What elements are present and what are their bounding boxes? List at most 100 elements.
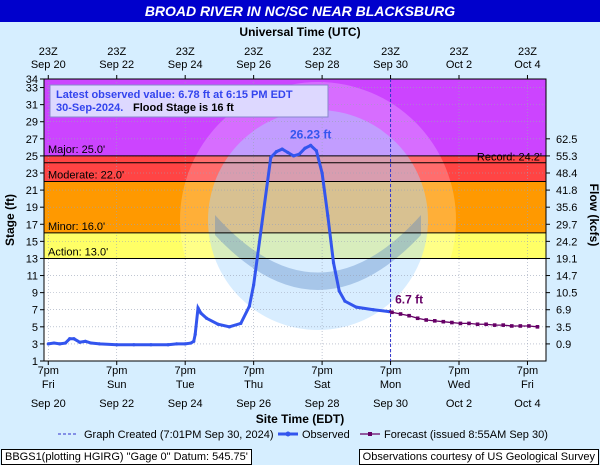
y-tick-label-right: 55.3 bbox=[556, 151, 577, 163]
observed-point bbox=[204, 316, 209, 320]
observed-point bbox=[247, 304, 251, 308]
y-tick-label-left: 5 bbox=[32, 322, 38, 334]
footer-credit: Observations courtesy of US Geological S… bbox=[358, 449, 599, 465]
x-tick-top-date: Sep 24 bbox=[168, 59, 203, 71]
x-tick-top-time: 23Z bbox=[39, 46, 58, 58]
observed-point bbox=[343, 299, 347, 303]
x-tick-top-time: 23Z bbox=[176, 46, 195, 58]
x-tick-time: 7pm bbox=[448, 365, 469, 377]
flood-label-major: Major: 25.0' bbox=[48, 144, 105, 156]
y-tick-label-left: 7 bbox=[32, 305, 38, 317]
forecast-point bbox=[458, 321, 463, 326]
x-tick-top-date: Sep 22 bbox=[99, 59, 134, 71]
observed-point bbox=[199, 311, 203, 315]
observed-point bbox=[175, 342, 179, 346]
x-tick-time: 7pm bbox=[243, 365, 264, 377]
x-tick-top-date: Sep 28 bbox=[305, 59, 340, 71]
x-tick-day: Fri bbox=[521, 379, 534, 391]
flood-label-moderate: Moderate: 22.0' bbox=[48, 170, 124, 182]
observed-point bbox=[291, 154, 296, 158]
observed-point bbox=[46, 342, 50, 346]
x-tick-top-time: 23Z bbox=[244, 46, 263, 58]
y-tick-label-right: 35.6 bbox=[556, 202, 577, 214]
x-tick-day: Mon bbox=[380, 379, 401, 391]
y-tick-label-left: 31 bbox=[26, 100, 38, 112]
y-tick-label-right: 62.5 bbox=[556, 134, 577, 146]
y-tick-label-right: 0.9 bbox=[556, 339, 571, 351]
observed-point bbox=[83, 339, 87, 343]
legend-graph-created: Graph Created (7:01PM Sep 30, 2024) bbox=[84, 429, 274, 441]
observed-point bbox=[227, 325, 231, 329]
info-flood-stage: Flood Stage is 16 ft bbox=[133, 102, 234, 114]
forecast-point bbox=[501, 323, 506, 327]
observed-point bbox=[337, 289, 341, 293]
site-axis-title: Site Time (EDT) bbox=[256, 412, 344, 426]
x-tick-time: 7pm bbox=[106, 365, 127, 377]
observed-point bbox=[183, 342, 187, 346]
forecast-point bbox=[492, 323, 497, 327]
minor-band bbox=[44, 181, 546, 233]
y-tick-label-right: 24.2 bbox=[556, 236, 577, 248]
legend-observed-marker bbox=[285, 431, 291, 437]
observed-point bbox=[132, 343, 136, 347]
title-bar bbox=[0, 0, 600, 22]
x-tick-date: Sep 24 bbox=[168, 398, 203, 410]
noaa-emblem-gull bbox=[215, 215, 421, 290]
y-tick-label-right: 48.4 bbox=[556, 168, 577, 180]
forecast-point bbox=[467, 321, 471, 326]
y-tick-label-left: 13 bbox=[26, 253, 38, 265]
forecast-point bbox=[398, 312, 403, 316]
x-tick-top-date: Oct 2 bbox=[446, 59, 472, 71]
y-tick-label-right: 41.8 bbox=[556, 185, 577, 197]
x-tick-date: Sep 28 bbox=[305, 398, 340, 410]
y-tick-label-right: 14.7 bbox=[556, 271, 577, 283]
y-tick-label-left: 25 bbox=[26, 151, 38, 163]
y-tick-label-left: 34 bbox=[26, 74, 38, 86]
y-tick-label-left: 3 bbox=[32, 339, 38, 351]
flood-label-minor: Minor: 16.0' bbox=[48, 221, 105, 233]
legend-forecast-marker bbox=[368, 432, 372, 436]
x-tick-time: 7pm bbox=[174, 365, 195, 377]
x-tick-time: 7pm bbox=[38, 365, 59, 377]
y-tick-label-right: 6.9 bbox=[556, 305, 571, 317]
observed-point bbox=[371, 308, 376, 312]
observed-point bbox=[115, 343, 119, 347]
observed-point bbox=[78, 340, 82, 344]
noaa-emblem-outer bbox=[180, 82, 456, 358]
y-tick-label-left: 23 bbox=[26, 168, 38, 180]
forecast-point bbox=[450, 320, 454, 325]
latest-label: 6.7 ft bbox=[395, 293, 423, 307]
forecast-point bbox=[441, 319, 446, 324]
x-tick-time: 7pm bbox=[517, 365, 538, 377]
chart-title: BROAD RIVER IN NC/SC NEAR BLACKSBURG bbox=[144, 3, 456, 19]
observed-point bbox=[63, 341, 67, 345]
observed-point bbox=[331, 261, 336, 265]
y-tick-label-right: 29.7 bbox=[556, 219, 577, 231]
y-tick-label-left: 15 bbox=[26, 236, 38, 248]
observed-point bbox=[58, 342, 62, 346]
observed-point bbox=[52, 341, 56, 345]
legend-observed: Observed bbox=[302, 429, 350, 441]
observed-point bbox=[252, 283, 256, 287]
moderate-band bbox=[44, 155, 546, 182]
y-tick-label-left: 19 bbox=[26, 202, 38, 214]
legend-forecast: Forecast (issued 8:55AM Sep 30) bbox=[384, 429, 548, 441]
x-tick-day: Sun bbox=[107, 379, 127, 391]
y-axis-title-right: Flow (kcfs) bbox=[587, 184, 600, 247]
x-tick-date: Sep 30 bbox=[373, 398, 408, 410]
forecast-point bbox=[475, 322, 480, 327]
forecast-point bbox=[432, 319, 437, 323]
info-date: 30-Sep-2024. bbox=[56, 102, 123, 114]
x-tick-day: Sat bbox=[314, 379, 331, 391]
forecast-point bbox=[527, 324, 531, 328]
x-tick-day: Tue bbox=[176, 379, 195, 391]
forecast-point bbox=[535, 325, 540, 329]
y-tick-label-right: 19.1 bbox=[556, 253, 577, 265]
y-tick-label-left: 11 bbox=[27, 271, 38, 283]
observed-point bbox=[193, 332, 197, 337]
observed-point bbox=[269, 156, 273, 160]
noaa-emblem-inner bbox=[208, 110, 428, 330]
y-tick-label-left: 29 bbox=[26, 117, 38, 129]
